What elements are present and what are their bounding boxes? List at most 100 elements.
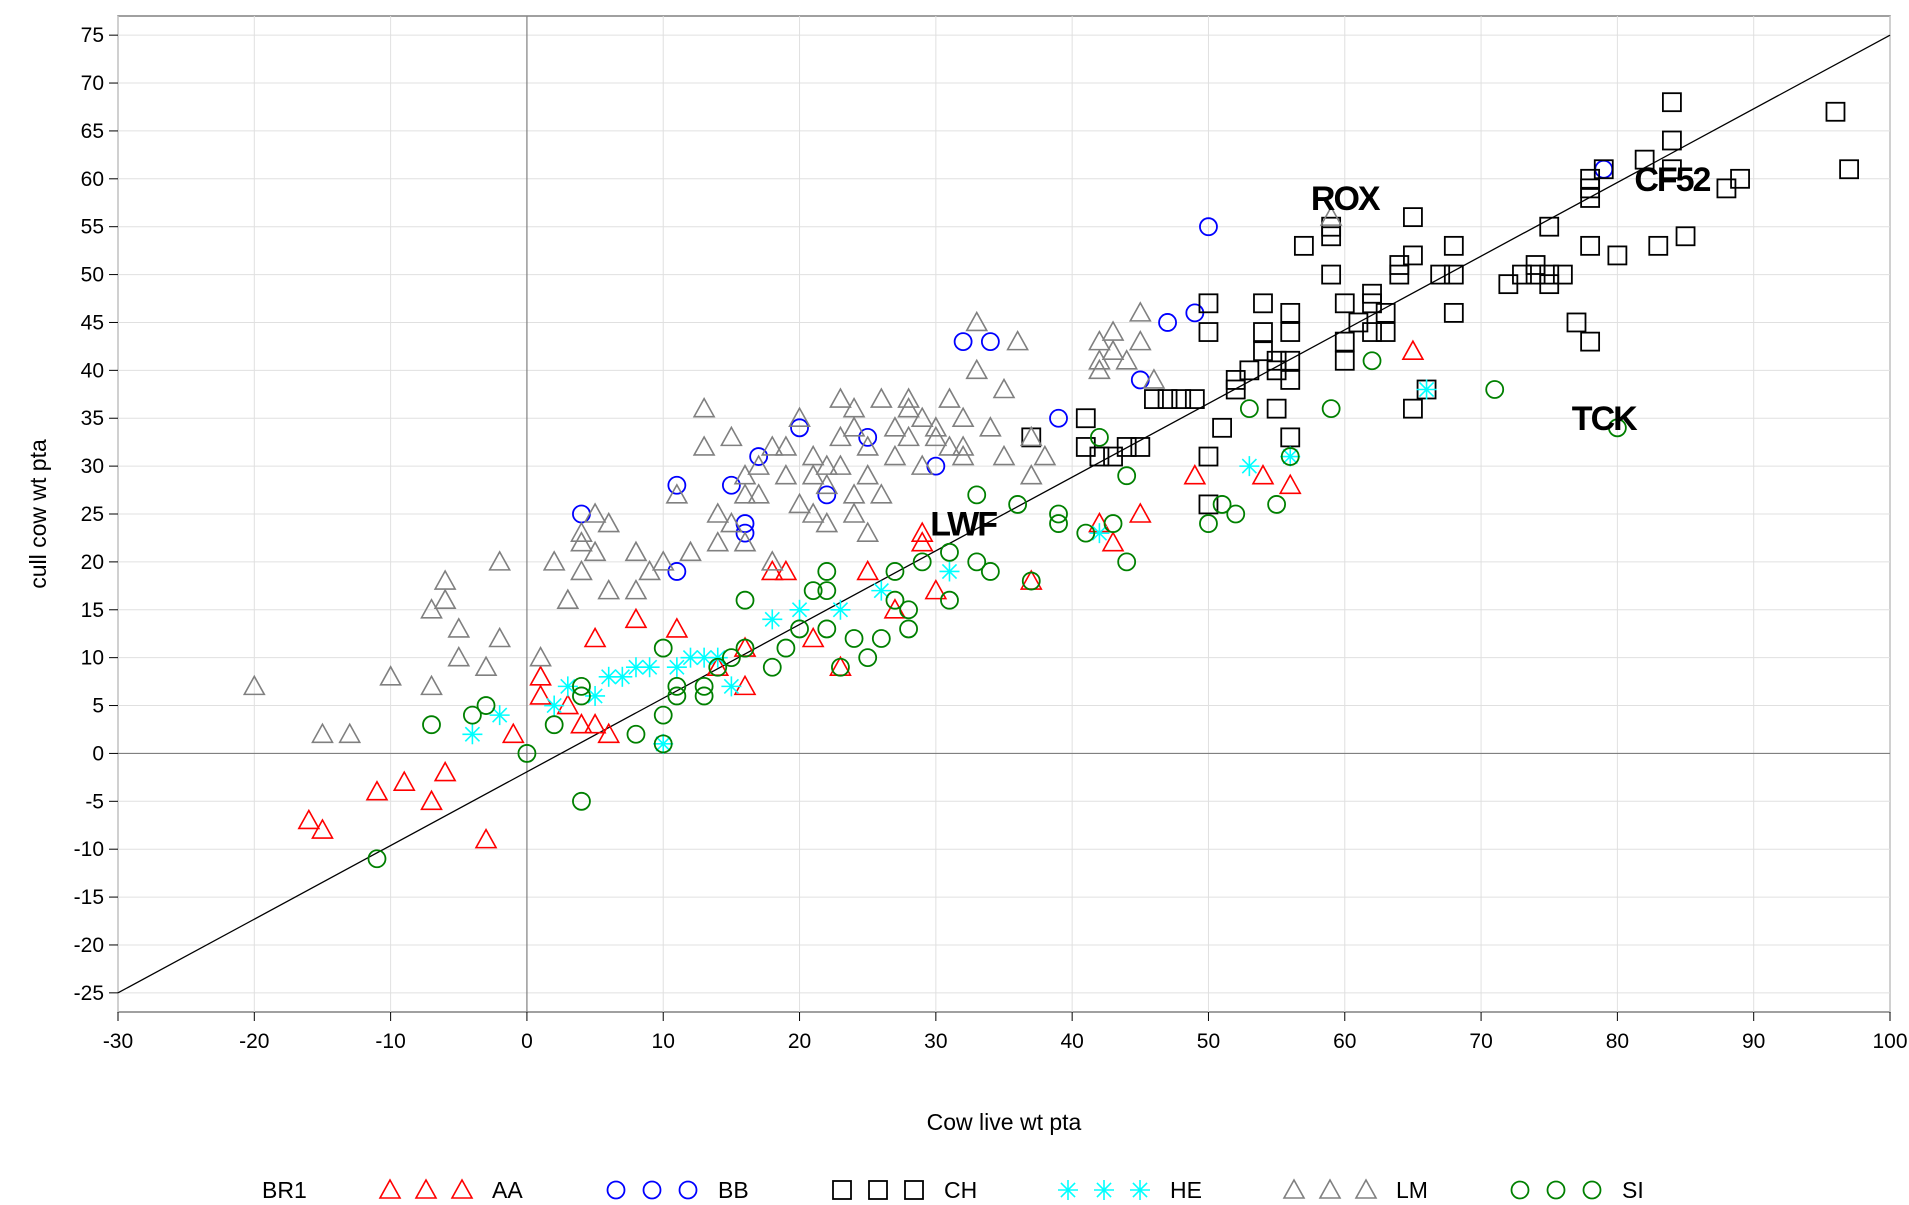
data-point-ch [1198,446,1219,467]
data-point-ch [1403,245,1423,266]
data-point-lm [420,674,443,696]
data-point-aa [365,780,389,801]
data-point-si [1607,418,1627,438]
data-point-bb [980,332,1000,352]
annotation-label: ROX [1311,180,1381,218]
star-stroke [587,688,603,704]
data-point-he [489,705,510,726]
data-point-lm [992,377,1016,399]
legend-marker [868,1180,888,1200]
data-point-lm [597,511,621,533]
data-point-he [639,657,660,678]
data-point-lm [774,464,798,485]
data-point-si [940,542,959,562]
data-point-lm [924,416,948,437]
data-point-ch [1675,226,1696,247]
data-point-si [1117,466,1137,486]
data-point-bb [749,447,769,466]
legend-marker [1354,1178,1378,1199]
data-point-lm [1006,329,1029,351]
x-tick-label: 50 [1197,1030,1220,1053]
data-point-si [1267,495,1287,514]
legend-label: AA [492,1177,523,1203]
data-point-lm [801,502,825,523]
data-point-aa [733,674,757,696]
data-point-ch [1144,389,1164,409]
data-point-lm [624,540,648,562]
data-point-lm [965,310,989,332]
legend-marker [1094,1180,1114,1200]
data-point-si [1280,447,1300,466]
y-tick-label: -20 [74,934,104,957]
data-point-aa [665,617,689,638]
y-tick-label: 75 [81,24,104,47]
data-point-si [667,686,687,706]
data-point-ch [1634,149,1655,170]
data-point-si [1090,427,1109,447]
star-stroke [1418,381,1435,398]
legend-item-si: SI [1510,1177,1644,1203]
data-point-lm [788,406,811,428]
data-point-si [967,552,987,572]
data-point-aa [529,684,552,705]
data-point-si [1117,552,1137,572]
data-point-si [1212,495,1232,514]
data-point-lm [651,550,675,571]
data-point-ch [1280,322,1301,342]
data-point-ch [1362,283,1382,304]
star-stroke [723,678,740,695]
data-point-si [1049,514,1068,533]
data-point-ch [1580,331,1601,352]
series-lm [242,205,1343,744]
legend-marker [414,1178,438,1199]
data-point-si [899,600,918,620]
y-tick-label: -5 [85,790,104,813]
x-tick-label: 100 [1872,1030,1907,1053]
data-point-ch [1839,159,1860,180]
data-point-aa [1401,339,1425,360]
legend-label: LM [1396,1177,1428,1203]
data-point-ch [1266,398,1287,419]
data-point-aa [420,789,443,811]
y-tick-label: 0 [92,742,104,765]
x-tick-label: 0 [521,1030,533,1053]
data-point-ch [1116,437,1137,457]
x-tick-label: -20 [239,1030,269,1053]
data-point-si [980,562,1000,581]
data-point-ch [1580,235,1601,256]
data-point-ch [1280,350,1301,371]
data-point-aa [392,770,416,791]
data-point-ch [1443,264,1464,285]
data-point-lm [529,646,552,667]
legend-item-ch: CH [832,1177,977,1203]
data-point-he [762,609,783,630]
data-point-ch [1334,293,1355,314]
legend-marker [378,1178,402,1199]
data-point-ch [1607,245,1628,266]
data-point-bb [721,475,741,495]
data-point-si [1021,571,1041,591]
legend-marker [1582,1180,1602,1200]
data-point-si [844,629,864,648]
data-point-si [694,686,714,706]
data-point-si [817,562,837,581]
data-point-lm [788,492,811,514]
data-point-aa [624,607,648,629]
data-point-aa [433,760,457,782]
y-tick-label: 45 [81,311,104,334]
data-point-ch [1566,312,1587,333]
data-point-si [967,485,987,505]
y-tick-label: 5 [92,695,104,718]
data-point-si [885,562,905,581]
data-point-aa [924,578,948,600]
data-point-he [1416,379,1437,400]
data-point-aa [1128,502,1152,523]
data-point-ch [1212,417,1232,438]
x-axis-title: Cow live wt pta [927,1109,1082,1135]
data-point-lm [1033,444,1057,466]
data-point-ch [1825,101,1846,122]
legend-marker [606,1180,626,1200]
star-stroke [1241,458,1257,474]
legend-marker [1318,1178,1342,1199]
x-tick-label: 10 [652,1030,675,1053]
